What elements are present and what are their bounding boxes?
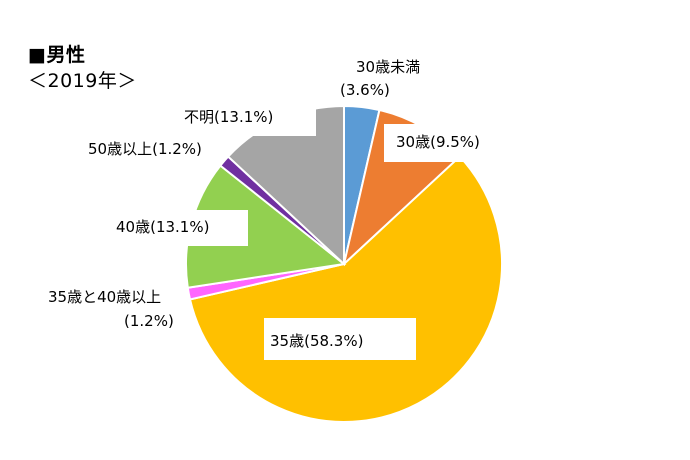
data-label-background: [178, 100, 316, 136]
data-label: (3.6%): [340, 81, 390, 99]
data-label: 不明(13.1%): [184, 108, 273, 126]
data-label-background: [264, 318, 416, 360]
data-label: 50歳以上(1.2%): [88, 140, 202, 158]
chart-subtitle: ＜2019年＞: [28, 70, 137, 92]
data-label: (1.2%): [124, 312, 174, 330]
data-label-background: [384, 124, 506, 162]
pie-labels: 30歳未満 (3.6%) 30歳(9.5%) 35歳(58.3%) 35歳と40歳以上 (…: [48, 58, 506, 360]
data-label: 35歳(58.3%): [270, 332, 363, 350]
data-label-background: [110, 210, 248, 246]
data-label: 40歳(13.1%): [116, 218, 209, 236]
chart-title: ■男性: [28, 44, 86, 66]
data-label: 30歳(9.5%): [396, 133, 480, 151]
data-label: 35歳と40歳以上: [48, 288, 161, 306]
data-label: 30歳未満: [356, 58, 420, 76]
